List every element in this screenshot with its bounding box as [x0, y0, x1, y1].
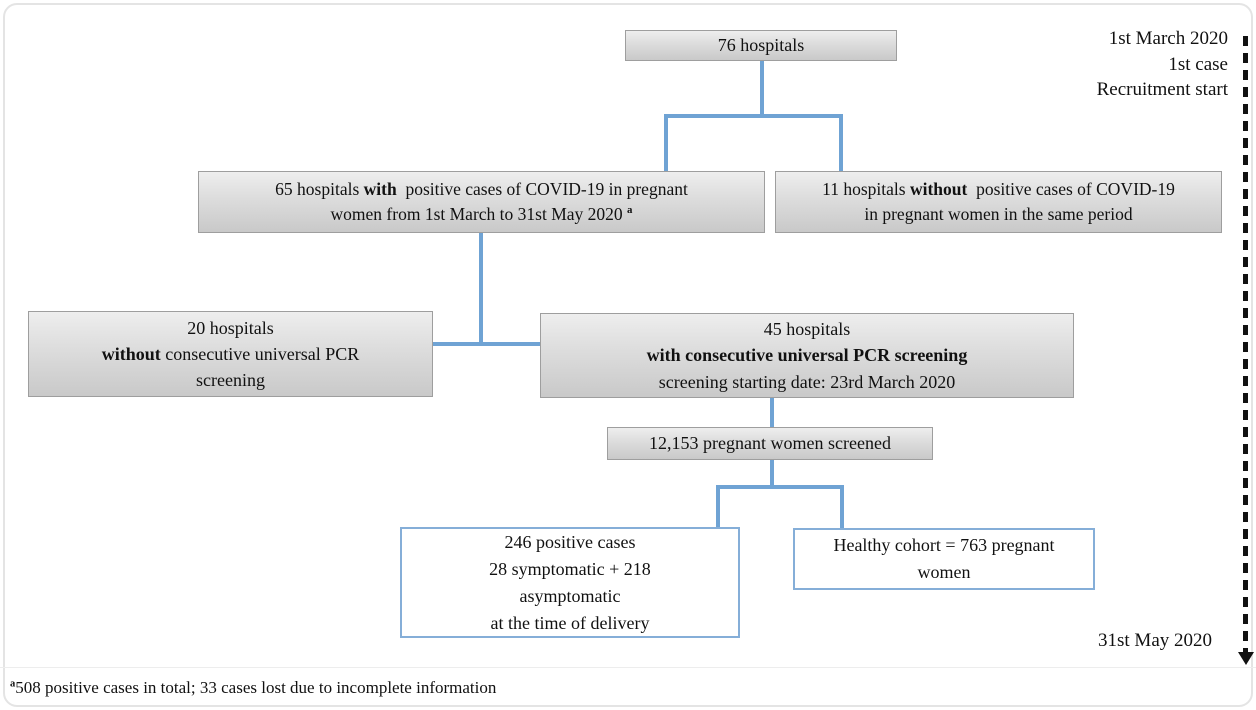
box-with-cases-line1: 65 hospitals with positive cases of COVI…	[205, 177, 758, 202]
box-pcr-line2: with consecutive universal PCR screening	[646, 345, 968, 366]
box-pcr-screening: 45 hospitals with consecutive universal …	[540, 313, 1074, 398]
box-women-screened: 12,153 pregnant women screened	[607, 427, 933, 460]
footnote-text: 508 positive cases in total; 33 cases lo…	[15, 678, 497, 697]
timeline-end-note: 31st May 2020	[912, 628, 1212, 654]
without-cases-l1-bold: without	[909, 178, 968, 199]
box-no-pcr-line1: 20 hospitals	[187, 317, 274, 338]
with-cases-l2: women from 1st March to 31st May 2020	[330, 204, 628, 224]
box-healthy-line1: Healthy cohort = 763 pregnant	[833, 535, 1055, 555]
connector-split-2-horizontal	[433, 342, 540, 346]
box-positive-line4: at the time of delivery	[490, 612, 650, 633]
connector-split-3-horizontal	[716, 485, 844, 489]
with-cases-l1-post: positive cases of COVID-19 in pregnant	[396, 178, 688, 199]
box-with-cases-line2: women from 1st March to 31st May 2020 a	[205, 202, 758, 227]
without-cases-l1-pre: 11 hospitals	[822, 178, 910, 199]
timeline-dashed-line	[1243, 36, 1248, 652]
box-without-cases-line1: 11 hospitals without positive cases of C…	[782, 177, 1215, 202]
box-total-hospitals-label: 76 hospitals	[717, 35, 805, 56]
connector-total-down	[760, 60, 764, 118]
connector-split-1-horizontal	[664, 114, 843, 118]
footnote-marker: a	[10, 678, 16, 690]
box-healthy-line2: women	[917, 562, 971, 582]
box-pcr-line3: screening starting date: 23rd March 2020	[658, 371, 956, 392]
footnote: a508 positive cases in total; 33 cases l…	[10, 678, 496, 698]
connector-to-positive	[716, 485, 720, 527]
box-no-pcr-line2: without consecutive universal PCR	[35, 341, 426, 367]
box-no-pcr-screening: 20 hospitals without consecutive univers…	[28, 311, 433, 397]
box-positive-line1: 246 positive cases	[504, 531, 636, 552]
box-hospitals-without-cases: 11 hospitals without positive cases of C…	[775, 171, 1222, 233]
timeline-end-date: 31st May 2020	[1098, 630, 1212, 651]
box-without-cases-line2: in pregnant women in the same period	[864, 204, 1133, 224]
timeline-arrowhead-icon	[1238, 652, 1254, 665]
connector-to-with-cases	[664, 114, 668, 172]
box-positive-line3: asymptomatic	[519, 585, 621, 606]
timeline-first-case: 1st case	[1168, 53, 1228, 75]
box-positive-line2: 28 symptomatic + 218	[489, 558, 651, 579]
no-pcr-l2-post: consecutive universal PCR	[160, 343, 360, 364]
with-cases-l1-pre: 65 hospitals	[275, 178, 364, 199]
with-cases-l1-bold: with	[363, 178, 397, 199]
connector-screened-down	[770, 460, 774, 489]
footnote-divider	[0, 667, 1256, 668]
with-cases-footnote-marker: a	[627, 204, 633, 217]
box-healthy-cohort: Healthy cohort = 763 pregnant women	[793, 528, 1095, 590]
box-no-pcr-line3: screening	[196, 370, 265, 391]
timeline-start-date: 1st March 2020	[1108, 28, 1228, 49]
connector-to-healthy	[840, 485, 844, 528]
box-pcr-line1: 45 hospitals	[763, 319, 851, 340]
timeline-start-note: 1st March 2020 1st case Recruitment star…	[908, 26, 1228, 103]
box-hospitals-with-cases: 65 hospitals with positive cases of COVI…	[198, 171, 765, 233]
box-women-screened-label: 12,153 pregnant women screened	[649, 433, 891, 454]
connector-to-without-cases	[839, 114, 843, 172]
connector-with-cases-down	[479, 233, 483, 346]
box-positive-cases: 246 positive cases 28 symptomatic + 218 …	[400, 527, 740, 638]
timeline-recruitment-start: Recruitment start	[1096, 79, 1228, 101]
box-total-hospitals: 76 hospitals	[625, 30, 897, 61]
without-cases-l1-post: positive cases of COVID-19	[967, 178, 1175, 199]
connector-pcr-to-screened	[770, 398, 774, 428]
no-pcr-l2-bold: without	[101, 343, 161, 364]
